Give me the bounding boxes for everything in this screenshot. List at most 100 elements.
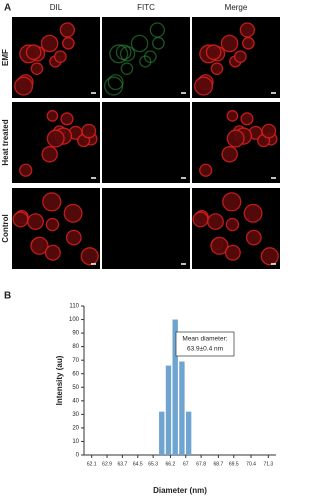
cell [19, 163, 33, 177]
y-tick-label: 10 [72, 439, 79, 445]
cell [120, 62, 134, 75]
cell [60, 112, 74, 126]
cell [205, 44, 222, 61]
x-tick-label: 69.5 [229, 461, 239, 467]
x-tick-label: 62.9 [102, 461, 112, 467]
cell [81, 123, 97, 139]
row-label: Heat treated [1, 119, 10, 165]
column-header: Merge [225, 3, 248, 12]
cell [143, 50, 157, 64]
cell [210, 236, 229, 255]
x-tick-label: 67 [183, 461, 189, 467]
y-tick-label: 100 [69, 317, 80, 323]
annotation: Mean diameter: [182, 336, 227, 343]
cell [25, 44, 42, 61]
cell [65, 229, 82, 246]
y-tick-label: 80 [72, 344, 79, 350]
cell [46, 129, 65, 148]
cell [53, 50, 67, 64]
cell [260, 247, 279, 266]
bar [172, 319, 178, 455]
y-tick-label: 60 [72, 371, 79, 377]
cell [233, 50, 247, 64]
x-tick-label: 71.3 [263, 461, 273, 467]
y-tick-label: 20 [72, 425, 79, 431]
y-tick-label: 70 [72, 358, 79, 364]
cell [207, 213, 224, 230]
cell [243, 203, 263, 223]
cell [210, 62, 224, 75]
panel-label: B [4, 291, 11, 302]
cell [225, 217, 240, 232]
row-label: Control [1, 214, 10, 242]
y-tick-label: 90 [72, 331, 79, 337]
x-tick-label: 65.3 [148, 461, 158, 467]
x-tick-label: 66.2 [166, 461, 176, 467]
bar [185, 411, 192, 455]
y-tick-label: 40 [72, 398, 79, 404]
cell [194, 76, 214, 96]
cell [192, 211, 209, 228]
cell [80, 247, 99, 266]
cell [109, 44, 129, 64]
cell [239, 22, 255, 38]
cell [115, 44, 132, 61]
cell [226, 110, 239, 122]
cell [41, 146, 58, 163]
bar [179, 361, 185, 455]
cell [46, 110, 59, 122]
cell [14, 76, 34, 96]
cell [40, 34, 59, 53]
cell [242, 36, 255, 50]
y-tick-label: 0 [76, 453, 80, 459]
cell [44, 244, 61, 261]
figure: A DIL FITC Merge EMF Heat treated Control B 0… [1, 3, 280, 495]
cell [42, 192, 62, 212]
cell [224, 244, 241, 261]
panel-label: A [4, 3, 11, 14]
cell [222, 192, 242, 212]
cell [107, 74, 124, 91]
panel-a: DIL FITC Merge EMF Heat treated Control [1, 3, 280, 269]
annotation-box [175, 331, 235, 357]
row-label: EMF [1, 49, 10, 66]
x-tick-label: 68.7 [214, 461, 224, 467]
x-tick-label: 64.5 [133, 461, 143, 467]
x-tick-label: 70.4 [246, 461, 256, 467]
cell [59, 22, 75, 38]
annotation: 63.9±0.4 nm [187, 346, 223, 353]
cell [226, 129, 245, 148]
column-header: DIL [50, 3, 63, 12]
bar [165, 365, 172, 455]
cell [152, 36, 165, 50]
micrograph [102, 17, 190, 98]
cell [27, 213, 44, 230]
cell [30, 236, 49, 255]
cell [149, 22, 165, 38]
panel-b: 0 10 20 30 40 50 60 70 80 90 100 110 62.1 62.9 63.7 64.… [55, 304, 276, 495]
x-tick-label: 67.8 [196, 461, 206, 467]
x-tick-label: 62.1 [87, 461, 97, 467]
cell [261, 123, 277, 139]
y-tick-label: 50 [72, 385, 79, 391]
cell [104, 76, 124, 96]
y-tick-label: 30 [72, 412, 79, 418]
cell [245, 229, 262, 246]
cell [62, 36, 75, 50]
cell [30, 62, 44, 75]
micrograph [102, 188, 190, 269]
cell [221, 146, 238, 163]
bar [159, 411, 165, 455]
cell [240, 112, 254, 126]
cell [12, 211, 29, 228]
cell [199, 163, 213, 177]
y-tick-label: 110 [69, 304, 79, 310]
column-header: FITC [137, 3, 155, 12]
y-axis-title: Intensity (au) [55, 355, 64, 405]
cell [130, 34, 149, 53]
cell [63, 203, 83, 223]
x-axis-title: Diameter (nm) [153, 486, 207, 495]
micrograph [102, 102, 190, 183]
cell [45, 217, 60, 232]
cell [220, 34, 239, 53]
